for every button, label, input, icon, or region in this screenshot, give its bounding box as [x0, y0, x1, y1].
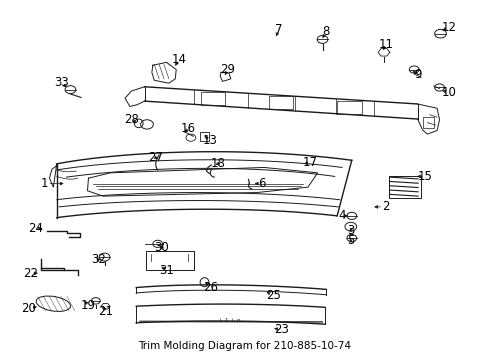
- Text: 22: 22: [23, 267, 39, 280]
- Text: 6: 6: [257, 177, 265, 190]
- Text: 16: 16: [181, 122, 196, 135]
- Text: 3: 3: [346, 224, 354, 237]
- Bar: [146, 251, 193, 270]
- Bar: [336, 101, 361, 113]
- Text: 20: 20: [21, 302, 36, 315]
- Text: 12: 12: [441, 21, 456, 34]
- Text: 30: 30: [154, 241, 169, 254]
- Text: Trim Molding Diagram for 210-885-10-74: Trim Molding Diagram for 210-885-10-74: [138, 341, 350, 351]
- Text: 14: 14: [171, 53, 186, 66]
- Text: 2: 2: [382, 201, 389, 213]
- Text: 26: 26: [203, 281, 218, 294]
- Text: 4: 4: [338, 210, 345, 222]
- Text: 19: 19: [81, 299, 96, 312]
- Bar: [268, 96, 293, 109]
- Text: 31: 31: [159, 264, 174, 277]
- Text: 33: 33: [54, 76, 69, 89]
- Bar: [200, 92, 224, 105]
- Text: 24: 24: [28, 222, 43, 235]
- Bar: [199, 132, 209, 141]
- Text: 27: 27: [148, 151, 163, 164]
- Text: 7: 7: [274, 23, 282, 36]
- Text: 32: 32: [91, 253, 105, 266]
- Text: i  1  i  o: i 1 i o: [219, 318, 240, 323]
- Text: 21: 21: [98, 305, 113, 318]
- Text: 29: 29: [220, 63, 234, 76]
- Text: 17: 17: [302, 156, 317, 168]
- Text: 18: 18: [210, 157, 224, 170]
- Text: 25: 25: [266, 289, 281, 302]
- Text: 10: 10: [441, 86, 456, 99]
- Text: 28: 28: [123, 113, 139, 126]
- Text: 15: 15: [417, 170, 431, 183]
- Text: 8: 8: [322, 25, 329, 38]
- Text: 5: 5: [346, 234, 354, 247]
- Text: 23: 23: [273, 323, 288, 336]
- Text: 1: 1: [41, 177, 48, 190]
- Text: 9: 9: [413, 68, 421, 81]
- Text: 11: 11: [378, 38, 393, 51]
- Text: 13: 13: [203, 134, 217, 147]
- Bar: [422, 117, 433, 128]
